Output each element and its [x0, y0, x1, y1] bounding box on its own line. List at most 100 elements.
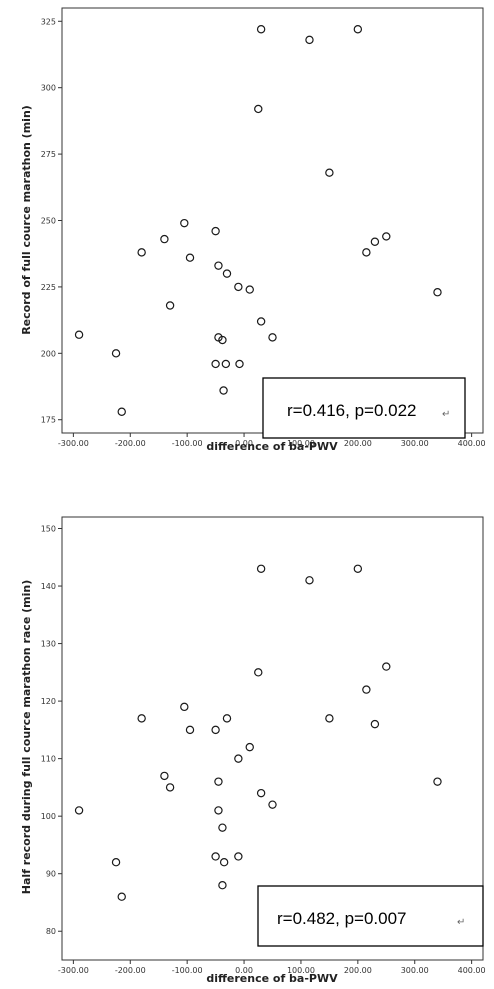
x-axis-title: difference of ba-PWV: [206, 440, 338, 453]
y-tick-label: 275: [41, 150, 56, 159]
data-point: [160, 234, 169, 244]
y-tick-label: 80: [46, 927, 56, 936]
data-point: [433, 777, 442, 786]
data-point: [160, 771, 169, 781]
data-point: [180, 218, 189, 228]
data-point: [254, 668, 263, 677]
x-tick-label: 400.00: [458, 966, 486, 975]
data-point: [111, 349, 121, 358]
return-mark: ↵: [457, 917, 465, 928]
data-point: [211, 359, 220, 369]
plot-frame: [61, 7, 484, 434]
data-point: [214, 777, 223, 786]
data-point: [245, 285, 254, 294]
data-point: [180, 702, 189, 712]
data-point: [305, 576, 314, 585]
data-point: [362, 685, 371, 694]
x-tick-label: -300.00: [58, 439, 89, 448]
data-point: [117, 892, 126, 901]
data-point: [165, 783, 175, 792]
y-tick-labels: 325 300 275 250 225 200 175: [41, 17, 62, 425]
data-point: [382, 662, 391, 671]
data-point: [218, 335, 227, 345]
y-tick-label: 100: [41, 812, 56, 821]
data-points: [74, 25, 442, 416]
y-tick-label: 140: [41, 582, 56, 591]
y-tick-label: 225: [41, 283, 56, 292]
y-tick-label: 300: [41, 84, 56, 93]
data-points: [74, 564, 442, 901]
data-point: [222, 714, 232, 723]
plot-frame: [61, 516, 484, 961]
data-point: [234, 282, 243, 292]
data-point: [305, 35, 314, 45]
data-point: [219, 857, 229, 867]
x-tick-labels: -300.00 -200.00 -100.00 0.00 100.00 200.00 300…: [58, 960, 486, 975]
data-point: [382, 232, 391, 241]
data-point: [268, 333, 277, 342]
data-point: [362, 248, 371, 257]
data-point: [325, 168, 334, 177]
data-point: [214, 806, 223, 815]
data-point: [245, 742, 254, 752]
y-tick-label: 150: [41, 525, 56, 534]
x-tick-label: 200.00: [344, 439, 372, 448]
data-point: [256, 25, 266, 34]
y-tick-label: 250: [41, 217, 56, 226]
data-point: [165, 301, 175, 310]
data-point: [117, 407, 126, 416]
y-tick-label: 90: [46, 870, 56, 879]
stats-annotation: r=0.482, p=0.007: [277, 909, 407, 928]
x-tick-label: -200.00: [115, 966, 146, 975]
data-point: [74, 806, 84, 815]
data-point: [211, 226, 220, 236]
x-tick-label: -300.00: [58, 966, 89, 975]
x-tick-label: 300.00: [401, 966, 429, 975]
y-tick-label: 130: [41, 640, 56, 649]
x-tick-label: 0.00: [235, 966, 253, 975]
x-axis-title: difference of ba-PWV: [206, 972, 338, 985]
stats-annotation-box: [257, 885, 484, 947]
data-point: [74, 330, 84, 339]
x-tick-label: 300.00: [401, 439, 429, 448]
data-point: [218, 823, 227, 832]
stats-annotation-box: [262, 377, 466, 439]
data-point: [370, 237, 380, 246]
data-point: [211, 852, 220, 861]
y-tick-label: 325: [41, 17, 56, 26]
data-point: [218, 881, 227, 890]
data-point: [256, 788, 266, 798]
x-tick-label: 200.00: [344, 966, 372, 975]
data-point: [137, 714, 146, 723]
y-axis-title: Record of full cource marathon (min): [20, 105, 33, 335]
data-point: [325, 714, 334, 723]
x-tick-label: -100.00: [172, 439, 203, 448]
data-point: [234, 852, 243, 861]
data-point: [219, 386, 228, 395]
data-point: [268, 800, 277, 809]
return-mark: ↵: [442, 409, 450, 420]
x-tick-label: 100.00: [287, 439, 315, 448]
data-point: [370, 719, 380, 729]
x-tick-label: 400.00: [458, 439, 486, 448]
y-tick-label: 200: [41, 349, 56, 358]
y-tick-labels: 150 140 130 120 110 100 90 80: [41, 525, 62, 936]
data-point: [185, 725, 195, 735]
data-point: [234, 754, 243, 763]
x-tick-label: 100.00: [287, 966, 315, 975]
data-point: [353, 25, 363, 34]
data-point: [211, 725, 220, 735]
x-tick-label: -200.00: [115, 439, 146, 448]
data-point: [235, 359, 244, 369]
stats-annotation: r=0.416, p=0.022: [287, 401, 417, 420]
y-tick-label: 175: [41, 416, 56, 425]
x-tick-label: -100.00: [172, 966, 203, 975]
chart-record-full-marathon: 325 300 275 250 225 200 175 -300.00 -200.00 -100…: [20, 7, 486, 453]
y-tick-label: 120: [41, 697, 56, 706]
data-point: [214, 261, 223, 270]
data-point: [256, 317, 266, 326]
data-point: [254, 104, 263, 114]
data-point: [221, 359, 231, 369]
chart-half-record-marathon: 150 140 130 120 110 100 90 80 -300.00 -200.00 -10…: [20, 516, 486, 985]
